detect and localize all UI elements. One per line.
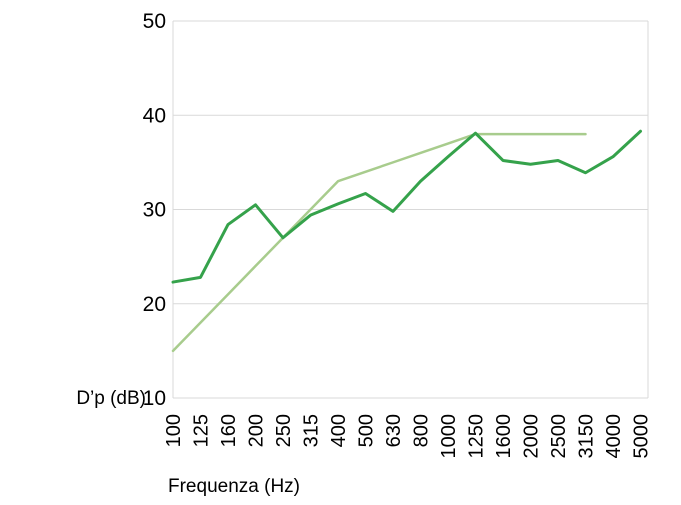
x-tick-label: 630 [383,414,405,447]
x-tick-label: 5000 [631,414,653,459]
x-tick-label: 800 [411,414,433,447]
y-tick-label: 40 [143,104,166,127]
y-axis-tick-labels: 10 20 30 40 50 [143,10,166,410]
x-tick-label: 2500 [548,414,570,459]
y-tick-label: 30 [143,199,166,222]
gridlines [172,20,649,399]
y-tick-label: 10 [143,387,166,410]
x-tick-label: 250 [273,414,295,447]
x-axis-tick-labels: 100 125 160 200 250 315 400 500 630 800 1000 1250 16… [163,414,653,459]
series-lines [171,129,642,353]
y-axis-title: D’p (dB) [76,388,146,409]
x-tick-label: 4000 [603,414,625,459]
light-green-reference-curve-line [171,132,587,353]
x-tick-label: 3150 [576,414,598,459]
x-tick-label: 315 [301,414,323,447]
x-tick-label: 1000 [438,414,460,459]
x-tick-label: 125 [191,414,213,447]
x-tick-label: 500 [356,414,378,447]
x-tick-label: 100 [163,414,185,447]
y-tick-label: 20 [143,293,166,316]
x-tick-label: 2000 [521,414,543,459]
x-tick-label: 1250 [466,414,488,459]
y-tick-label: 50 [143,10,166,33]
x-tick-label: 400 [328,414,350,447]
x-tick-label: 200 [246,414,268,447]
x-axis-title: Frequenza (Hz) [168,476,300,497]
x-tick-label: 1600 [493,414,515,459]
dark-green-measured-curve-line [171,129,642,284]
x-tick-label: 160 [218,414,240,447]
